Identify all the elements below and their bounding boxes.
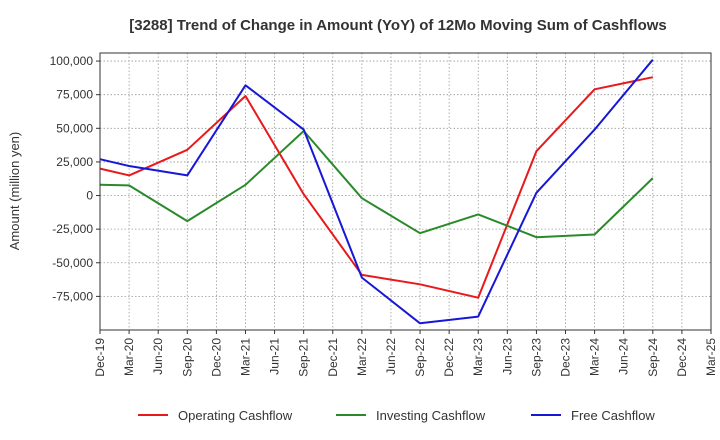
x-tick-label: Mar-23 bbox=[471, 338, 485, 376]
y-tick-label: 75,000 bbox=[56, 88, 93, 102]
x-tick-label: Dec-20 bbox=[209, 338, 223, 377]
x-tick-label: Mar-22 bbox=[355, 338, 369, 376]
series-lines bbox=[99, 59, 654, 325]
y-tick-label: -50,000 bbox=[52, 256, 93, 270]
x-tick-label: Dec-19 bbox=[93, 338, 107, 377]
legend-label: Operating Cashflow bbox=[178, 408, 293, 423]
x-tick-label: Mar-24 bbox=[588, 338, 602, 376]
x-tick-label: Sep-24 bbox=[646, 338, 660, 377]
x-tick-label: Dec-21 bbox=[326, 338, 340, 377]
legend-label: Free Cashflow bbox=[571, 408, 655, 423]
x-tick-label: Dec-22 bbox=[442, 338, 456, 377]
x-tick-label: Sep-20 bbox=[180, 338, 194, 377]
y-tick-label: 100,000 bbox=[50, 54, 94, 68]
x-tick-label: Sep-21 bbox=[297, 338, 311, 377]
x-tick-label: Jun-21 bbox=[268, 338, 282, 375]
series-line-2 bbox=[99, 59, 654, 325]
legend: Operating Cashflow Investing Cashflow Free… bbox=[138, 408, 655, 423]
x-tick-label: Sep-22 bbox=[413, 338, 427, 377]
x-tick-label: Sep-23 bbox=[529, 338, 543, 377]
x-tick-label: Dec-24 bbox=[675, 338, 689, 377]
x-tick-label: Jun-24 bbox=[617, 338, 631, 375]
y-ticks: 100,000 75,000 50,000 25,000 0 -25,000 -50,000… bbox=[50, 54, 100, 303]
grid bbox=[99, 53, 712, 330]
x-tick-label: Jun-22 bbox=[384, 338, 398, 375]
y-tick-label: -75,000 bbox=[52, 289, 93, 303]
x-tick-label: Dec-23 bbox=[559, 338, 573, 377]
y-axis-label: Amount (million yen) bbox=[7, 132, 22, 251]
legend-label: Investing Cashflow bbox=[376, 408, 486, 423]
y-tick-label: 25,000 bbox=[56, 155, 93, 169]
y-tick-label: 0 bbox=[86, 189, 93, 203]
y-tick-label: 50,000 bbox=[56, 121, 93, 135]
y-tick-label: -25,000 bbox=[52, 222, 93, 236]
plot-frame bbox=[99, 52, 712, 331]
x-ticks: Dec-19 Mar-20 Jun-20 Sep-20 Dec-20 Mar-21 Jun-… bbox=[93, 330, 718, 377]
chart-title: [3288] Trend of Change in Amount (YoY) o… bbox=[129, 17, 667, 34]
series-line-1 bbox=[99, 130, 654, 239]
x-tick-label: Jun-20 bbox=[151, 338, 165, 375]
x-tick-label: Jun-23 bbox=[500, 338, 514, 375]
x-tick-label: Mar-21 bbox=[238, 338, 252, 376]
x-tick-label: Mar-25 bbox=[704, 338, 718, 376]
series-line-0 bbox=[99, 76, 654, 299]
x-tick-label: Mar-20 bbox=[122, 338, 136, 376]
